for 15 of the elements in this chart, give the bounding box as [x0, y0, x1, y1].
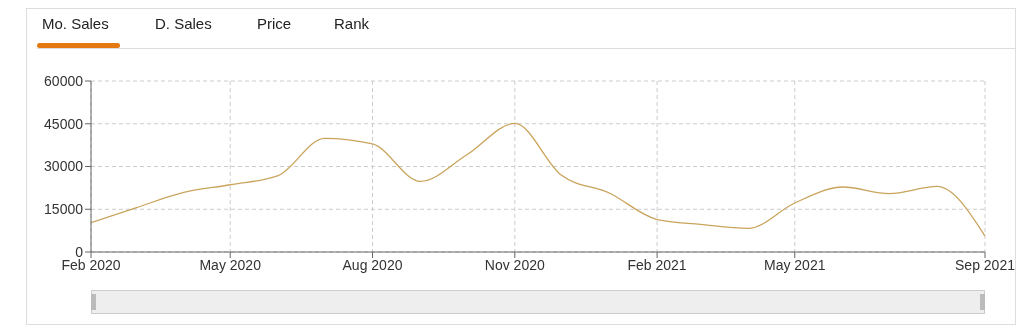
text: Price	[257, 15, 292, 32]
line-series	[91, 122, 985, 237]
text: Rank	[334, 15, 370, 32]
x-tick-label: Sep 2021	[955, 256, 1016, 273]
y-tick-label: 45000	[44, 115, 84, 132]
x-tick-label: Nov 2020	[484, 256, 545, 273]
x-tick-label: Aug 2020	[342, 256, 403, 273]
y-tick-label: 60000	[44, 72, 84, 89]
text: D. Sales	[155, 15, 212, 32]
y-tick-label: 30000	[44, 158, 84, 175]
x-tick-label: May 2021	[764, 256, 826, 273]
y-tick-label: 15000	[44, 201, 84, 218]
x-tick-label: May 2020	[199, 256, 262, 273]
text: Mo. Sales	[42, 15, 109, 32]
x-tick-label: Feb 2021	[627, 256, 687, 273]
